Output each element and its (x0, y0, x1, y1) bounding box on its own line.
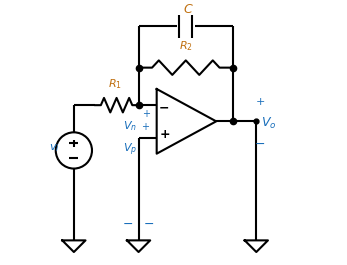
Text: $v_i$: $v_i$ (49, 142, 59, 154)
Text: $R_1$: $R_1$ (108, 77, 122, 91)
Text: −: − (123, 218, 134, 231)
Text: +: + (142, 109, 150, 119)
Text: $C$: $C$ (183, 3, 194, 16)
Text: +: + (159, 129, 170, 142)
Text: $V_p$: $V_p$ (123, 142, 137, 158)
Text: −: − (159, 101, 170, 114)
Text: −: − (144, 218, 154, 231)
Text: +: + (255, 97, 265, 107)
Text: $R_2$: $R_2$ (179, 39, 193, 54)
Text: $V_o$: $V_o$ (262, 116, 277, 131)
Text: −: − (255, 138, 265, 151)
Text: +: + (141, 122, 149, 132)
Text: $V_n$: $V_n$ (123, 120, 137, 133)
